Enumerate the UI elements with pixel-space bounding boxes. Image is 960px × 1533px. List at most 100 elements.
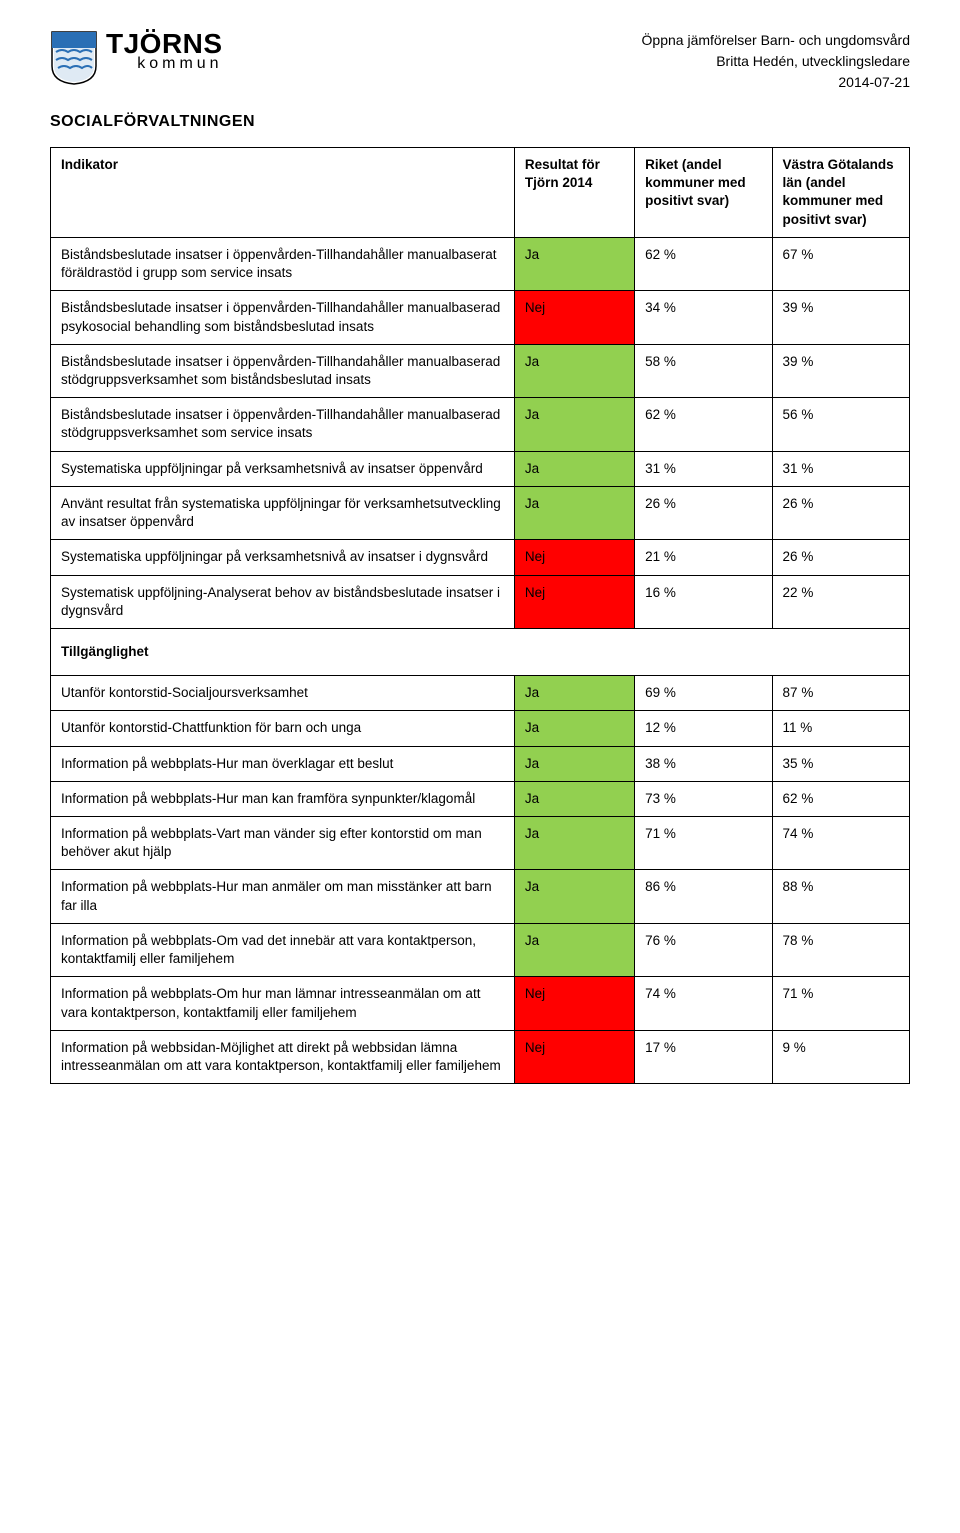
- table-row: Information på webbplats-Hur man anmäler…: [51, 870, 910, 923]
- indicators-table: Indikator Resultat för Tjörn 2014 Riket …: [50, 147, 910, 1084]
- cell-resultat: Ja: [514, 923, 634, 976]
- col-header-vg: Västra Götalands län (andel kommuner med…: [772, 148, 909, 238]
- cell-indikator: Information på webbplats-Om hur man lämn…: [51, 977, 515, 1030]
- cell-vg: 62 %: [772, 781, 909, 816]
- table-row: Information på webbplats-Hur man kan fra…: [51, 781, 910, 816]
- cell-vg: 67 %: [772, 237, 909, 290]
- header-line-1: Öppna jämförelser Barn- och ungdomsvård: [642, 30, 910, 51]
- cell-resultat: Ja: [514, 398, 634, 451]
- cell-indikator: Biståndsbeslutade insatser i öppenvården…: [51, 398, 515, 451]
- cell-indikator: Använt resultat från systematiska uppföl…: [51, 486, 515, 539]
- header-right: Öppna jämförelser Barn- och ungdomsvård …: [642, 30, 910, 93]
- table-row: Använt resultat från systematiska uppföl…: [51, 486, 910, 539]
- cell-indikator: Biståndsbeslutade insatser i öppenvården…: [51, 237, 515, 290]
- cell-vg: 31 %: [772, 451, 909, 486]
- cell-riket: 17 %: [635, 1030, 772, 1083]
- cell-vg: 71 %: [772, 977, 909, 1030]
- logo-title: TJÖRNS: [106, 30, 223, 58]
- col-header-riket: Riket (andel kommuner med positivt svar): [635, 148, 772, 238]
- table-row: Information på webbplats-Hur man överkla…: [51, 746, 910, 781]
- cell-riket: 74 %: [635, 977, 772, 1030]
- table-row: Utanför kontorstid-Socialjoursverksamhet…: [51, 676, 910, 711]
- cell-resultat: Ja: [514, 344, 634, 397]
- cell-vg: 22 %: [772, 575, 909, 628]
- table-row: Information på webbplats-Om vad det inne…: [51, 923, 910, 976]
- cell-riket: 62 %: [635, 398, 772, 451]
- table-header-row: Indikator Resultat för Tjörn 2014 Riket …: [51, 148, 910, 238]
- cell-indikator: Information på webbplats-Vart man vänder…: [51, 817, 515, 870]
- col-header-resultat: Resultat för Tjörn 2014: [514, 148, 634, 238]
- cell-resultat: Nej: [514, 977, 634, 1030]
- cell-indikator: Information på webbsidan-Möjlighet att d…: [51, 1030, 515, 1083]
- cell-riket: 31 %: [635, 451, 772, 486]
- section-title: SOCIALFÖRVALTNINGEN: [50, 113, 910, 131]
- cell-vg: 39 %: [772, 344, 909, 397]
- cell-riket: 26 %: [635, 486, 772, 539]
- cell-riket: 12 %: [635, 711, 772, 746]
- cell-indikator: Utanför kontorstid-Chattfunktion för bar…: [51, 711, 515, 746]
- table-row: Biståndsbeslutade insatser i öppenvården…: [51, 237, 910, 290]
- table-row: Biståndsbeslutade insatser i öppenvården…: [51, 344, 910, 397]
- cell-riket: 34 %: [635, 291, 772, 344]
- table-row: Utanför kontorstid-Chattfunktion för bar…: [51, 711, 910, 746]
- cell-vg: 9 %: [772, 1030, 909, 1083]
- table-row: Information på webbsidan-Möjlighet att d…: [51, 1030, 910, 1083]
- cell-resultat: Nej: [514, 291, 634, 344]
- cell-indikator: Information på webbplats-Hur man anmäler…: [51, 870, 515, 923]
- cell-vg: 88 %: [772, 870, 909, 923]
- cell-resultat: Ja: [514, 711, 634, 746]
- table-section-row: Tillgänglighet: [51, 628, 910, 675]
- cell-indikator: Systematiska uppföljningar på verksamhet…: [51, 451, 515, 486]
- cell-indikator: Information på webbplats-Om vad det inne…: [51, 923, 515, 976]
- cell-riket: 69 %: [635, 676, 772, 711]
- municipality-shield-icon: [50, 30, 98, 86]
- cell-vg: 56 %: [772, 398, 909, 451]
- table-row: Biståndsbeslutade insatser i öppenvården…: [51, 291, 910, 344]
- cell-resultat: Ja: [514, 781, 634, 816]
- cell-indikator: Information på webbplats-Hur man kan fra…: [51, 781, 515, 816]
- cell-vg: 78 %: [772, 923, 909, 976]
- cell-resultat: Ja: [514, 676, 634, 711]
- section-label: Tillgänglighet: [51, 628, 910, 675]
- cell-vg: 87 %: [772, 676, 909, 711]
- cell-riket: 73 %: [635, 781, 772, 816]
- table-row: Systematisk uppföljning-Analyserat behov…: [51, 575, 910, 628]
- cell-riket: 38 %: [635, 746, 772, 781]
- col-header-indikator: Indikator: [51, 148, 515, 238]
- cell-resultat: Ja: [514, 746, 634, 781]
- cell-indikator: Systematiska uppföljningar på verksamhet…: [51, 540, 515, 575]
- table-row: Systematiska uppföljningar på verksamhet…: [51, 451, 910, 486]
- cell-riket: 62 %: [635, 237, 772, 290]
- table-row: Systematiska uppföljningar på verksamhet…: [51, 540, 910, 575]
- cell-resultat: Ja: [514, 237, 634, 290]
- cell-vg: 26 %: [772, 486, 909, 539]
- cell-riket: 16 %: [635, 575, 772, 628]
- cell-resultat: Nej: [514, 575, 634, 628]
- cell-indikator: Systematisk uppföljning-Analyserat behov…: [51, 575, 515, 628]
- cell-vg: 74 %: [772, 817, 909, 870]
- cell-resultat: Nej: [514, 540, 634, 575]
- cell-vg: 39 %: [772, 291, 909, 344]
- cell-vg: 35 %: [772, 746, 909, 781]
- cell-resultat: Ja: [514, 870, 634, 923]
- logo-text: TJÖRNS kommun: [106, 30, 223, 72]
- cell-indikator: Biståndsbeslutade insatser i öppenvården…: [51, 344, 515, 397]
- cell-indikator: Biståndsbeslutade insatser i öppenvården…: [51, 291, 515, 344]
- cell-riket: 71 %: [635, 817, 772, 870]
- table-row: Information på webbplats-Om hur man lämn…: [51, 977, 910, 1030]
- cell-riket: 21 %: [635, 540, 772, 575]
- cell-riket: 58 %: [635, 344, 772, 397]
- cell-resultat: Ja: [514, 817, 634, 870]
- logo-block: TJÖRNS kommun: [50, 30, 223, 86]
- cell-indikator: Information på webbplats-Hur man överkla…: [51, 746, 515, 781]
- cell-resultat: Ja: [514, 451, 634, 486]
- cell-riket: 76 %: [635, 923, 772, 976]
- table-row: Biståndsbeslutade insatser i öppenvården…: [51, 398, 910, 451]
- cell-riket: 86 %: [635, 870, 772, 923]
- cell-resultat: Ja: [514, 486, 634, 539]
- cell-vg: 26 %: [772, 540, 909, 575]
- cell-resultat: Nej: [514, 1030, 634, 1083]
- cell-vg: 11 %: [772, 711, 909, 746]
- table-row: Information på webbplats-Vart man vänder…: [51, 817, 910, 870]
- page-header: TJÖRNS kommun Öppna jämförelser Barn- oc…: [50, 30, 910, 93]
